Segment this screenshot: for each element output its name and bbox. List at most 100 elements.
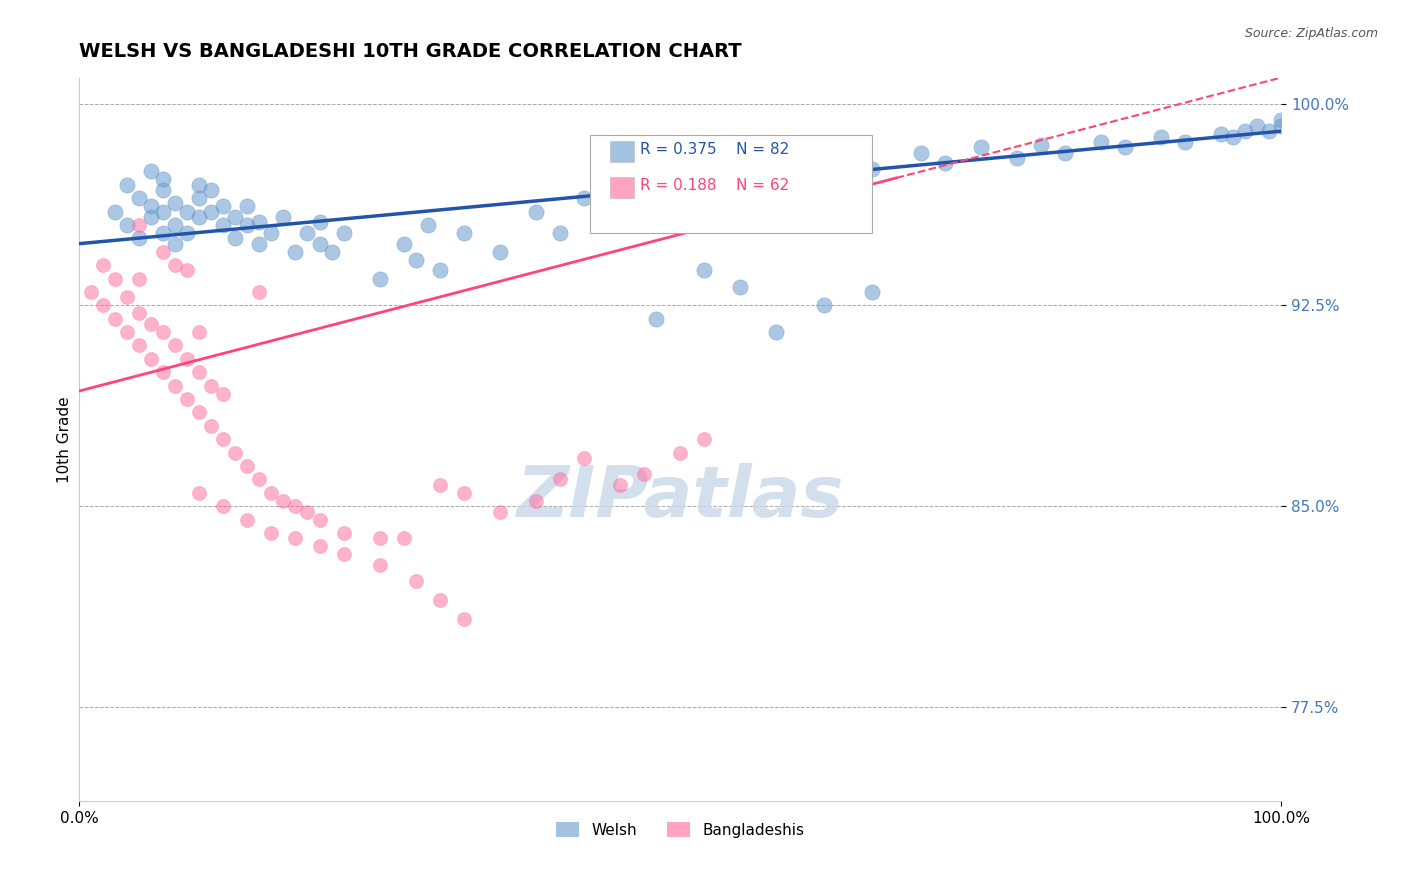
Point xyxy=(669,445,692,459)
Point xyxy=(249,236,271,251)
Point xyxy=(332,548,354,562)
Point xyxy=(176,226,198,240)
Point xyxy=(1174,135,1197,149)
Point xyxy=(1005,151,1028,165)
Point xyxy=(188,178,211,192)
Point xyxy=(813,167,835,181)
Point xyxy=(224,445,246,459)
Point xyxy=(308,513,330,527)
Point xyxy=(332,226,354,240)
Point xyxy=(188,405,211,419)
Point xyxy=(273,493,295,508)
Point xyxy=(717,183,740,197)
Point xyxy=(284,532,307,546)
Point xyxy=(416,218,439,232)
Point xyxy=(1246,119,1268,133)
Point xyxy=(236,218,259,232)
Point xyxy=(548,226,571,240)
Point xyxy=(368,271,391,285)
Point xyxy=(862,161,884,176)
Point xyxy=(115,325,138,339)
Point xyxy=(789,156,811,170)
Point xyxy=(188,210,211,224)
Point xyxy=(212,199,235,213)
Point xyxy=(91,258,114,272)
Point xyxy=(910,145,932,160)
Point xyxy=(837,151,859,165)
Point xyxy=(368,558,391,573)
Point xyxy=(284,244,307,259)
Point xyxy=(200,183,222,197)
Point xyxy=(188,485,211,500)
Point xyxy=(212,386,235,401)
Point xyxy=(273,210,295,224)
Point xyxy=(548,472,571,486)
Text: R = 0.188    N = 62: R = 0.188 N = 62 xyxy=(641,178,790,193)
Point xyxy=(308,236,330,251)
Point xyxy=(165,378,187,392)
Point xyxy=(165,236,187,251)
Point xyxy=(1053,145,1076,160)
Text: ZIPatlas: ZIPatlas xyxy=(516,463,844,532)
Point xyxy=(728,279,751,293)
Point xyxy=(572,450,595,465)
Point xyxy=(165,218,187,232)
Point xyxy=(741,164,763,178)
Point xyxy=(141,317,163,331)
Point xyxy=(249,285,271,299)
Point xyxy=(453,612,475,626)
Point xyxy=(152,183,174,197)
Point xyxy=(1222,129,1244,144)
Point xyxy=(152,226,174,240)
Point xyxy=(813,298,835,312)
Point xyxy=(765,325,787,339)
Point xyxy=(141,210,163,224)
Point xyxy=(128,338,150,352)
Point xyxy=(236,513,259,527)
Point xyxy=(152,172,174,186)
Point xyxy=(128,306,150,320)
Point xyxy=(392,236,415,251)
Point xyxy=(115,178,138,192)
Point xyxy=(693,172,716,186)
Point xyxy=(176,263,198,277)
Point xyxy=(152,325,174,339)
Point xyxy=(212,218,235,232)
Point xyxy=(224,210,246,224)
Point xyxy=(1114,140,1136,154)
Text: WELSH VS BANGLADESHI 10TH GRADE CORRELATION CHART: WELSH VS BANGLADESHI 10TH GRADE CORRELAT… xyxy=(79,42,742,61)
Point xyxy=(80,285,103,299)
Point xyxy=(934,156,956,170)
Point xyxy=(212,432,235,446)
Point xyxy=(321,244,343,259)
Y-axis label: 10th Grade: 10th Grade xyxy=(58,396,72,483)
Point xyxy=(165,196,187,211)
Point xyxy=(249,215,271,229)
Point xyxy=(236,199,259,213)
Point xyxy=(368,532,391,546)
Point xyxy=(128,191,150,205)
Point xyxy=(115,290,138,304)
Point xyxy=(152,244,174,259)
Point xyxy=(141,351,163,366)
Point xyxy=(488,505,510,519)
Point xyxy=(128,231,150,245)
Point xyxy=(141,164,163,178)
Point xyxy=(176,204,198,219)
Point xyxy=(969,140,991,154)
Point xyxy=(524,204,547,219)
Point xyxy=(165,338,187,352)
Point xyxy=(392,532,415,546)
Point xyxy=(308,215,330,229)
Point xyxy=(224,231,246,245)
Point xyxy=(260,226,283,240)
Point xyxy=(524,493,547,508)
Point xyxy=(596,210,619,224)
Point xyxy=(1258,124,1281,138)
Point xyxy=(236,458,259,473)
Point xyxy=(104,311,127,326)
Point xyxy=(765,178,787,192)
Point xyxy=(297,505,319,519)
FancyBboxPatch shape xyxy=(591,136,873,233)
Point xyxy=(645,311,668,326)
